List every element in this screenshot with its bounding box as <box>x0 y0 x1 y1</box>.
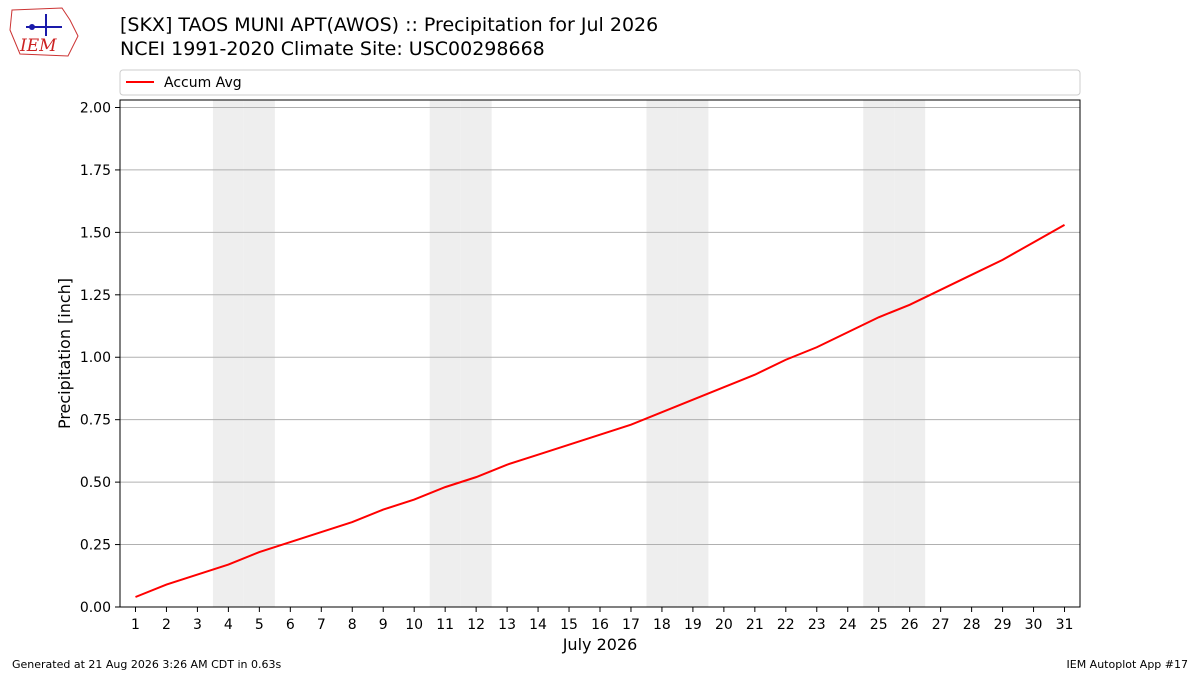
chart-title: [SKX] TAOS MUNI APT(AWOS) :: Precipitati… <box>120 14 658 36</box>
y-tick-label: 0.25 <box>80 538 111 554</box>
footer-left: Generated at 21 Aug 2026 3:26 AM CDT in … <box>12 658 281 671</box>
x-tick-label: 24 <box>839 617 857 633</box>
x-tick-label: 16 <box>591 617 609 633</box>
legend-box <box>119 69 1081 96</box>
data-line <box>135 224 1066 598</box>
footer-right: IEM Autoplot App #17 <box>1067 658 1189 671</box>
x-tick-label: 27 <box>932 617 950 633</box>
weekend-shade <box>894 100 926 607</box>
x-tick-label: 13 <box>498 617 516 633</box>
plot-area: 0.000.250.500.751.001.251.501.752.001 2 3 4… <box>55 99 1081 654</box>
x-tick-label: 28 <box>963 617 981 633</box>
x-tick-label: 14 <box>529 617 547 633</box>
x-tick-label: 30 <box>1025 617 1043 633</box>
y-tick-label: 0.75 <box>80 413 111 429</box>
x-tick-label: 6 <box>286 617 295 633</box>
x-tick-label: 9 <box>379 617 388 633</box>
x-tick-label: 17 <box>622 617 640 633</box>
x-tick-label: 19 <box>684 617 702 633</box>
x-tick-label: 8 <box>348 617 357 633</box>
x-axis-label: July 2026 <box>562 635 638 654</box>
x-tick-label: 1 <box>131 617 140 633</box>
axes-frame <box>119 99 1081 608</box>
x-tick-label: 12 <box>467 617 485 633</box>
y-tick-label: 0.50 <box>80 475 111 491</box>
x-tick-label: 10 <box>405 617 423 633</box>
y-axis-label: Precipitation [inch] <box>55 278 74 429</box>
weekend-shade <box>429 100 461 607</box>
x-tick-label: 3 <box>193 617 202 633</box>
x-tick-label: 4 <box>224 617 233 633</box>
x-tick-label: 22 <box>777 617 795 633</box>
x-tick-label: 5 <box>255 617 264 633</box>
weekend-shade <box>646 100 678 607</box>
y-tick-label: 1.75 <box>80 163 111 179</box>
x-tick-label: 7 <box>317 617 326 633</box>
x-tick-label: 11 <box>436 617 454 633</box>
x-tick-label: 29 <box>994 617 1012 633</box>
x-tick-label: 15 <box>560 617 578 633</box>
y-tick-label: 2.00 <box>80 100 111 116</box>
y-tick-label: 1.25 <box>80 288 111 304</box>
x-tick-label: 18 <box>653 617 671 633</box>
weekend-shade <box>460 100 492 607</box>
x-tick-label: 31 <box>1056 617 1074 633</box>
weekend-shade <box>243 100 275 607</box>
logo-text: IEM <box>19 36 57 56</box>
y-tick-label: 1.00 <box>80 350 111 366</box>
y-tick-label: 0.00 <box>80 600 111 616</box>
x-tick-label: 20 <box>715 617 733 633</box>
weekend-shade <box>212 100 244 607</box>
weekend-shade <box>863 100 895 607</box>
y-tick-label: 1.50 <box>80 225 111 241</box>
x-tick-label: 26 <box>901 617 919 633</box>
x-tick-label: 25 <box>870 617 888 633</box>
legend-label: Accum Avg <box>164 75 242 91</box>
weekend-shade <box>677 100 709 607</box>
x-tick-label: 2 <box>162 617 171 633</box>
logo: IEM <box>9 7 79 57</box>
chart-subtitle: NCEI 1991-2020 Climate Site: USC00298668 <box>120 38 545 60</box>
x-tick-label: 23 <box>808 617 826 633</box>
x-tick-label: 21 <box>746 617 764 633</box>
